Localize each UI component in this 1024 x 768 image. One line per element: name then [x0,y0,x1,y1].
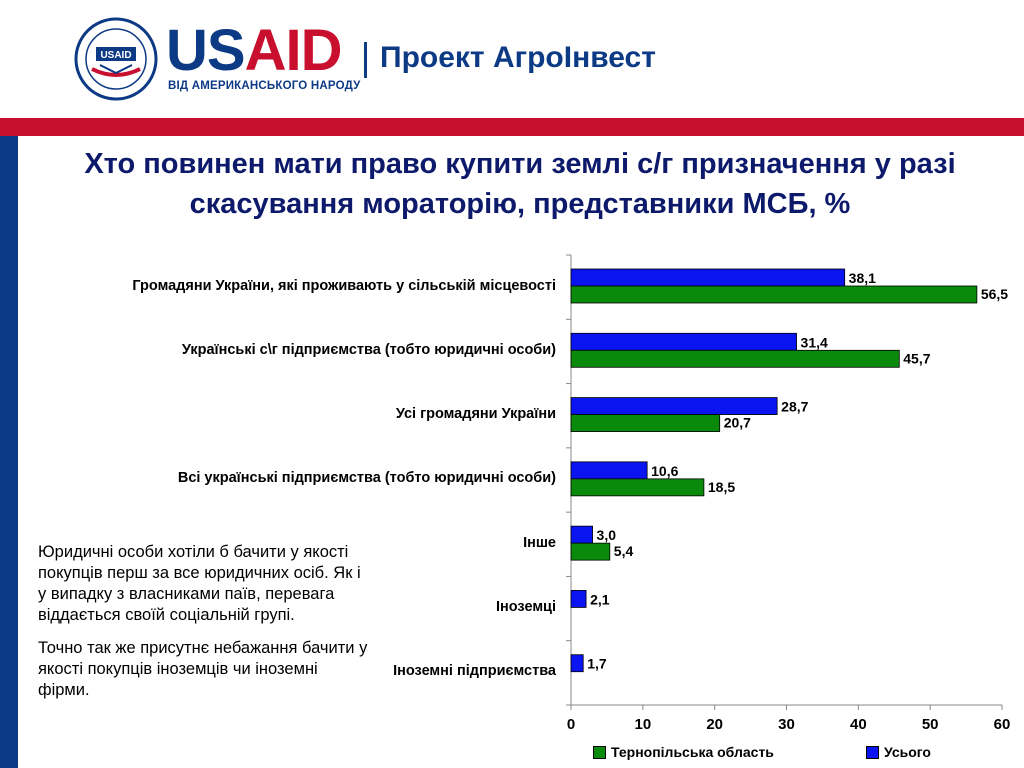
data-label-ternopil: 56,5 [981,286,1008,302]
category-label: Всі українські підприємства (тобто юриди… [177,470,556,487]
bar-total [570,332,797,351]
x-tick-label: 20 [706,716,723,733]
bar-total [570,654,584,673]
x-tick-label: 60 [994,716,1011,733]
red-band [0,118,1024,136]
category-label: Громадяни України, які проживають у сіль… [132,277,556,294]
header: USAID USAID ВІД АМЕРИКАНСЬКОГО НАРОДУ Пр… [0,0,1024,118]
note-2: Точно так же присутнє небажання бачити у… [38,639,368,699]
usaid-tagline: ВІД АМЕРИКАНСЬКОГО НАРОДУ [168,80,361,92]
data-label-total: 10,6 [651,463,678,479]
data-label-ternopil: 20,7 [724,415,751,431]
bar-total [570,461,648,480]
project-name: Проект АгроІнвест [380,41,656,74]
data-label-total: 1,7 [587,656,607,672]
category-label: Іноземні підприємства [393,663,556,680]
bar-ternopil [570,285,978,304]
x-tick-label: 10 [634,716,651,733]
bar-ternopil [570,478,705,497]
x-tick-label: 40 [850,716,867,733]
data-label-ternopil: 45,7 [903,350,930,366]
data-label-ternopil: 5,4 [614,543,634,559]
category-label: Іноземці [495,598,556,615]
legend-item-total: Усього [866,744,931,760]
bar-total [570,590,587,608]
bar-ternopil [570,414,721,432]
category-label: Усі громадяни України [395,406,556,423]
data-label-total: 38,1 [849,270,876,286]
data-label-total: 28,7 [781,399,808,415]
usaid-seal-icon: USAID [74,17,158,101]
legend-item-ternopil: Тернопільська область [593,744,774,760]
slide-title: Хто повинен мати право купити землі с/г … [84,148,956,220]
bar-total [570,525,593,544]
legend-swatch-green [593,745,606,759]
data-label-total: 2,1 [590,591,610,607]
legend-label-ternopil: Тернопільська область [611,744,774,760]
bar-ternopil [570,542,611,561]
usaid-logo-text: USAID [166,18,342,83]
left-band [0,136,18,768]
x-tick-label: 0 [567,716,575,733]
svg-text:USAID: USAID [100,50,131,61]
data-label-total: 3,0 [597,527,617,543]
legend-swatch-blue [866,745,879,759]
bar-total [570,397,778,415]
x-tick-label: 50 [922,716,939,733]
bar-total [570,268,846,287]
data-label-ternopil: 18,5 [708,479,735,495]
x-tick-label: 30 [778,716,795,733]
category-label: Інше [523,534,556,551]
header-divider [364,42,367,78]
data-label-total: 31,4 [801,334,828,350]
category-label: Українські с\г підприємства (тобто юриди… [181,341,556,358]
legend-label-total: Усього [884,744,931,760]
bar-ternopil [570,349,900,368]
note-1: Юридичні особи хотіли б бачити у якості … [38,543,361,624]
notes-box: Юридичні особи хотіли б бачити у якості … [38,542,368,713]
